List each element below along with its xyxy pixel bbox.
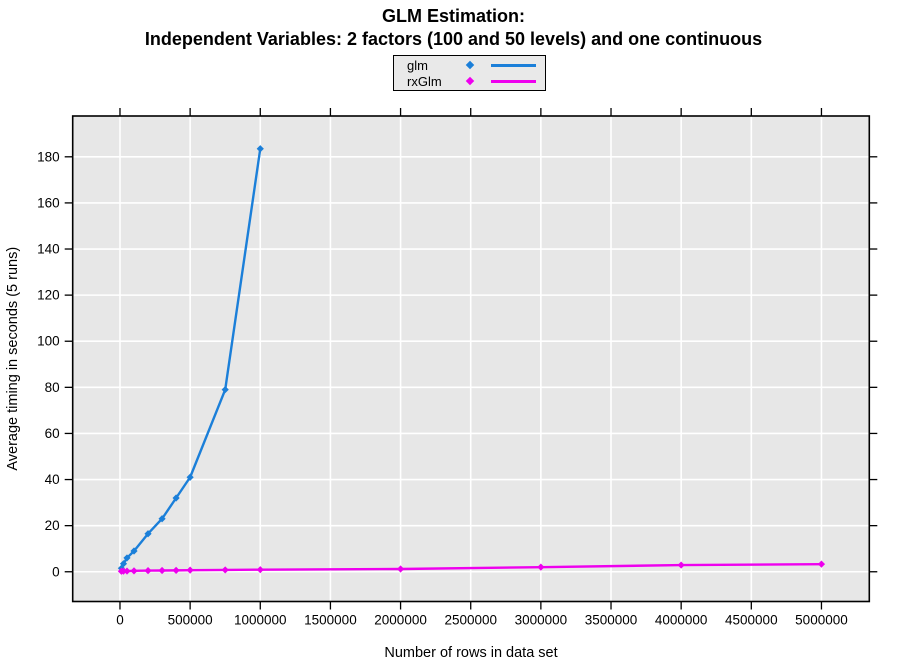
data-point-rxGlm — [172, 566, 180, 574]
data-point-rxGlm — [256, 566, 264, 574]
svg-text:120: 120 — [37, 288, 60, 303]
svg-text:3500000: 3500000 — [585, 613, 638, 628]
svg-text:160: 160 — [37, 195, 60, 210]
data-point-glm — [130, 547, 138, 555]
data-point-glm — [158, 515, 166, 523]
svg-text:0: 0 — [52, 564, 60, 579]
data-point-rxGlm — [130, 567, 138, 575]
data-point-rxGlm — [221, 566, 229, 574]
chart-title-line1: GLM Estimation: — [382, 6, 525, 26]
legend-label-glm: glm — [407, 57, 428, 73]
svg-text:3000000: 3000000 — [515, 613, 568, 628]
chart-title: GLM Estimation: Independent Variables: 2… — [0, 5, 907, 51]
data-point-glm — [256, 145, 264, 153]
data-point-glm — [119, 560, 128, 568]
data-point-rxGlm — [677, 561, 685, 569]
svg-text:4000000: 4000000 — [655, 613, 708, 628]
svg-text:2500000: 2500000 — [444, 613, 497, 628]
data-point-glm — [123, 554, 131, 562]
legend-line-sample-rxglm — [491, 79, 536, 83]
chart-title-line2: Independent Variables: 2 factors (100 an… — [144, 29, 763, 49]
legend-item-glm: glm — [394, 57, 545, 73]
chart-legend: glm rxGlm — [393, 55, 546, 91]
series-rxGlm — [117, 560, 826, 575]
svg-text:60: 60 — [45, 426, 60, 441]
data-point-rxGlm — [119, 567, 128, 575]
svg-text:2000000: 2000000 — [374, 613, 427, 628]
data-point-rxGlm — [186, 566, 194, 574]
svg-text:1000000: 1000000 — [234, 613, 287, 628]
x-tick-labels: 0 500000 1000000 1500000 2000000 2500000 30000… — [116, 613, 848, 628]
data-point-rxGlm — [537, 563, 545, 571]
svg-text:5000000: 5000000 — [795, 613, 848, 628]
x-axis-label: Number of rows in data set — [384, 645, 557, 661]
data-point-glm — [144, 530, 152, 538]
legend-label-rxglm: rxGlm — [407, 73, 442, 89]
svg-text:140: 140 — [37, 242, 60, 257]
data-point-glm — [172, 494, 180, 502]
svg-text:40: 40 — [45, 472, 60, 487]
svg-text:1500000: 1500000 — [304, 613, 357, 628]
y-axis-label: Average timing in seconds (5 runs) — [5, 247, 21, 471]
gridlines — [72, 116, 870, 602]
svg-text:500000: 500000 — [168, 613, 213, 628]
svg-text:0: 0 — [116, 613, 124, 628]
y-tick-labels: 0 20 40 60 80 100 120 140 160 180 — [37, 149, 60, 579]
data-point-rxGlm — [123, 567, 131, 575]
data-point-glm — [221, 386, 229, 394]
svg-text:80: 80 — [45, 380, 60, 395]
axis-ticks — [64, 108, 878, 610]
svg-text:100: 100 — [37, 334, 60, 349]
svg-text:20: 20 — [45, 518, 60, 533]
legend-line-sample-glm — [491, 63, 536, 67]
data-point-rxGlm — [158, 566, 166, 575]
panel-border — [71, 115, 871, 603]
data-point-rxGlm — [144, 567, 152, 575]
legend-item-rxglm: rxGlm — [394, 73, 545, 89]
svg-text:180: 180 — [37, 149, 60, 164]
data-point-rxGlm — [396, 565, 405, 573]
data-point-glm — [186, 473, 194, 481]
data-point-rxGlm — [817, 560, 826, 568]
svg-text:4500000: 4500000 — [725, 613, 778, 628]
